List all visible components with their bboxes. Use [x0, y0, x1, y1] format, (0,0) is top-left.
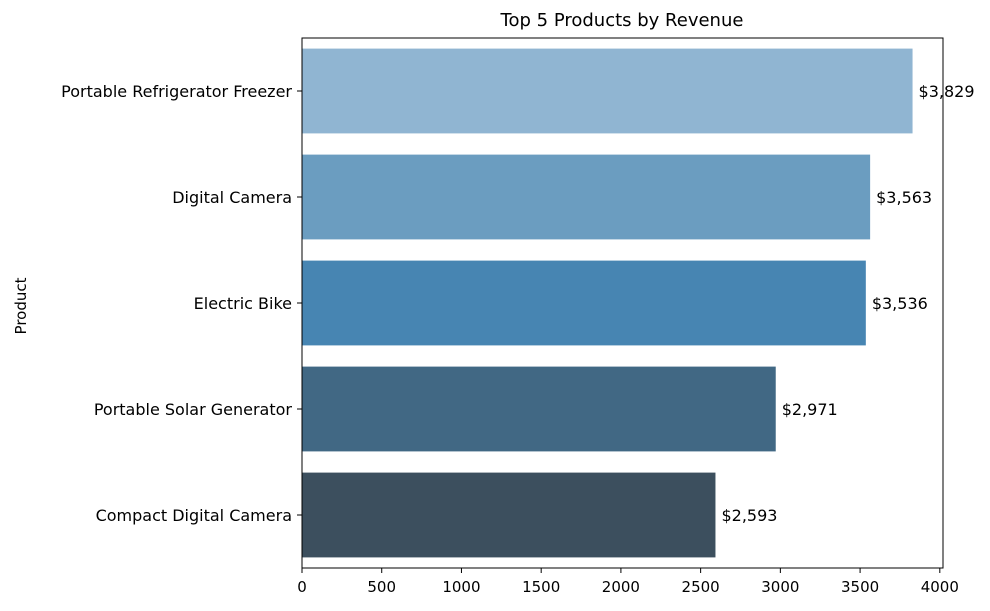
chart-title: Top 5 Products by Revenue: [500, 10, 744, 31]
category-label: Portable Refrigerator Freezer: [61, 82, 292, 101]
category-labels-group: Portable Refrigerator Freezer Digital Cam…: [61, 82, 302, 525]
x-tick-label: 4000: [921, 578, 959, 596]
data-label: $2,593: [721, 506, 777, 525]
x-tick-label: 0: [297, 578, 307, 596]
x-tick-label: 2000: [602, 578, 640, 596]
bar: [302, 260, 866, 346]
x-tick-label: 1500: [522, 578, 560, 596]
x-tick-label: 2500: [682, 578, 720, 596]
data-label: $3,563: [876, 188, 932, 207]
bar: [302, 48, 913, 134]
x-ticks-group: 0 500 1000 1500 2000 2500 3000 3500 4000: [297, 568, 959, 596]
bar: [302, 154, 871, 240]
x-tick-label: 3500: [841, 578, 879, 596]
data-labels-group: $3,829 $3,563 $3,536 $2,971 $2,593: [721, 82, 974, 525]
bar: [302, 366, 776, 452]
x-tick-label: 500: [367, 578, 396, 596]
data-label: $3,829: [919, 82, 975, 101]
category-label: Portable Solar Generator: [94, 400, 293, 419]
y-axis-label: Product: [12, 277, 30, 334]
bar: [302, 472, 716, 558]
bars-group: [302, 48, 913, 558]
data-label: $3,536: [872, 294, 928, 313]
plot-frame: [301, 37, 944, 569]
category-label: Compact Digital Camera: [96, 506, 292, 525]
data-label: $2,971: [782, 400, 838, 419]
x-tick-label: 1000: [442, 578, 480, 596]
x-tick-label: 3000: [761, 578, 799, 596]
category-label: Electric Bike: [194, 294, 292, 313]
category-label: Digital Camera: [172, 188, 292, 207]
